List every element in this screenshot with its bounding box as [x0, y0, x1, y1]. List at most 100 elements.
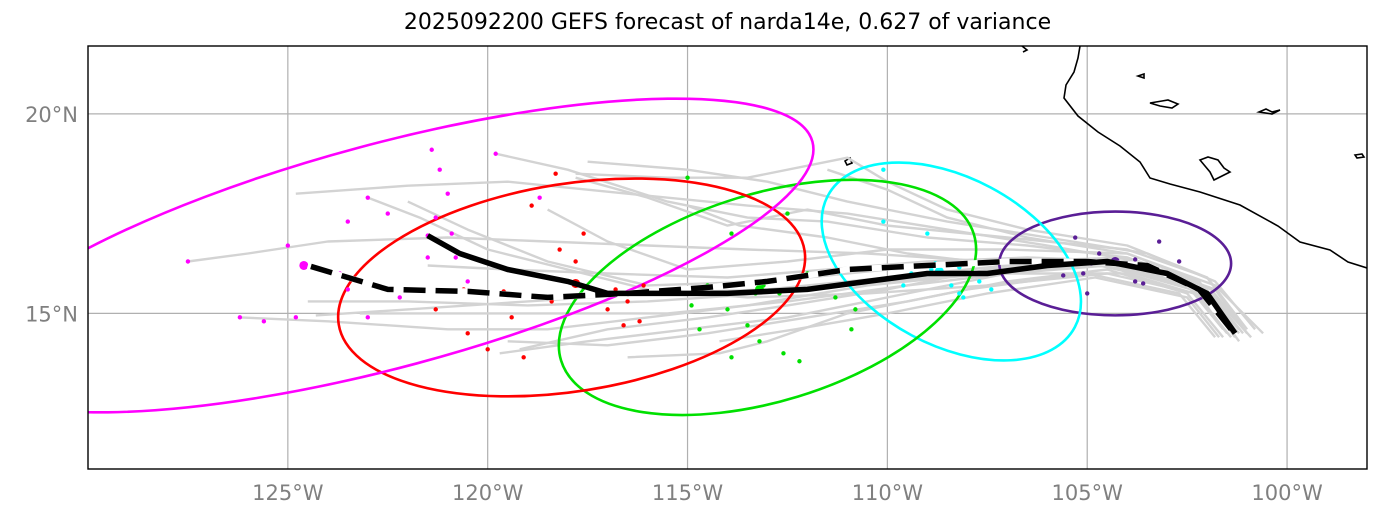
member-position-point	[957, 291, 962, 296]
island-5	[1353, 153, 1366, 159]
member-position-point	[449, 231, 454, 236]
member-position-point	[485, 347, 490, 352]
member-position-point	[557, 247, 562, 252]
cluster-center-point	[299, 260, 309, 270]
member-position-point	[573, 259, 578, 264]
member-position-point	[529, 203, 534, 208]
y-tick-label: 15°N	[25, 302, 78, 326]
member-position-point	[1140, 281, 1146, 286]
member-position-point	[293, 315, 299, 320]
dashed-mean-track	[307, 258, 1234, 332]
cluster-ellipses	[88, 97, 1233, 417]
member-position-point	[901, 283, 906, 288]
member-position-point	[641, 283, 646, 288]
member-position-point	[465, 331, 470, 336]
x-tick-label: 105°W	[1052, 481, 1124, 505]
member-position-point	[397, 295, 402, 300]
member-position-point	[625, 299, 630, 304]
member-position-point	[1176, 259, 1182, 264]
member-position-point	[433, 307, 438, 312]
solid-mean-track	[426, 233, 1238, 335]
member-position-point	[429, 147, 434, 152]
island-3	[1256, 108, 1281, 115]
member-position-point	[433, 215, 438, 220]
member-position-point	[745, 323, 750, 328]
member-position-point	[925, 231, 930, 236]
member-position-point	[509, 315, 514, 320]
member-position-point	[365, 195, 370, 200]
ensemble-tracks	[187, 152, 1264, 359]
coastline	[843, 46, 1367, 269]
x-tick-label: 115°W	[652, 481, 724, 505]
member-position-point	[1061, 273, 1066, 278]
member-position-point	[689, 303, 694, 308]
ensemble-track	[827, 168, 1237, 331]
member-position-point	[185, 259, 191, 264]
member-position-point	[261, 319, 267, 324]
tick-labels: 125°W 120°W 115°W 110°W 105°W 100°W 20°N 15°N	[25, 103, 1323, 505]
member-position-point	[729, 231, 734, 236]
member-position-point	[345, 287, 350, 292]
plot-frame	[87, 45, 1368, 470]
member-position-point	[685, 175, 690, 180]
member-position-point	[797, 359, 802, 364]
member-position-point	[453, 255, 458, 260]
member-position-point	[1085, 291, 1090, 296]
member-position-point	[465, 279, 470, 284]
y-tick-label: 20°N	[25, 103, 78, 127]
mean-tracks	[306, 233, 1238, 335]
member-position-point	[697, 327, 702, 332]
member-position-point	[1156, 239, 1162, 244]
member-position-point	[1132, 257, 1138, 262]
ensemble-track	[719, 276, 1221, 343]
member-position-point	[853, 307, 858, 312]
cluster-ellipse	[820, 161, 1083, 362]
member-position-point	[729, 355, 734, 360]
member-position-point	[549, 299, 554, 304]
member-position-point	[989, 287, 994, 292]
ensemble-track	[239, 264, 1225, 331]
member-position-point	[833, 295, 838, 300]
member-position-point	[385, 211, 390, 216]
member-position-point	[445, 191, 450, 196]
member-position-point	[613, 287, 618, 292]
member-position-point	[581, 231, 586, 236]
member-position-point	[605, 307, 610, 312]
member-position-point	[929, 267, 934, 272]
cluster-ellipse	[88, 97, 815, 414]
member-position-point	[637, 319, 642, 324]
member-position-point	[365, 315, 370, 320]
member-position-point	[961, 295, 966, 300]
member-position-point	[345, 219, 350, 224]
member-position-point	[425, 255, 430, 260]
member-position-point	[621, 323, 626, 328]
island-2	[1149, 99, 1180, 109]
member-position-point	[437, 167, 442, 172]
member-position-point	[785, 211, 790, 216]
island-1	[1135, 72, 1145, 80]
member-position-point	[553, 171, 558, 176]
member-position-point	[493, 151, 498, 156]
mexico-coastline	[1063, 46, 1367, 269]
coast-islet	[1021, 46, 1029, 53]
member-position-point	[881, 219, 886, 224]
member-position-point	[881, 167, 886, 172]
gridlines	[88, 46, 1367, 469]
x-tick-label: 125°W	[252, 481, 324, 505]
x-tick-label: 100°W	[1251, 481, 1323, 505]
member-position-point	[849, 327, 854, 332]
ensemble-track	[575, 156, 1245, 327]
member-position-point	[1073, 235, 1078, 240]
member-position-point	[1132, 279, 1138, 284]
cluster-ellipse	[557, 178, 978, 417]
member-position-point	[725, 307, 730, 312]
member-position-point	[977, 279, 982, 284]
member-position-point	[237, 315, 243, 320]
member-position-point	[285, 243, 291, 248]
member-position-point	[1081, 271, 1086, 276]
page-title: 2025092200 GEFS forecast of narda14e, 0.…	[403, 10, 1052, 35]
member-position-point	[781, 351, 786, 356]
cluster-ellipse	[336, 177, 807, 398]
x-tick-label: 120°W	[452, 481, 524, 505]
